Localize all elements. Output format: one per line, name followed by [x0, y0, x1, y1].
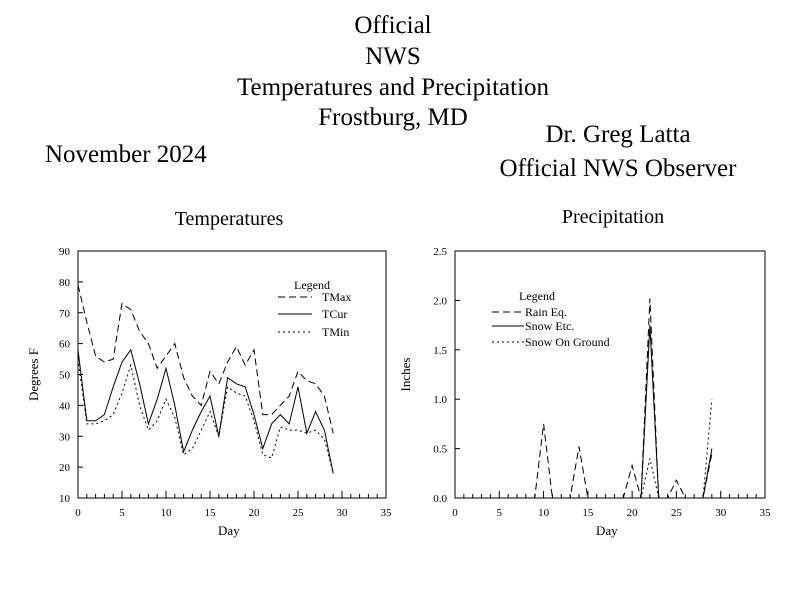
chart2-x-tick-label: 20 [627, 507, 639, 519]
chart1-legend-label: TCur [322, 307, 347, 321]
chart1-x-tick-label: 5 [119, 507, 125, 519]
chart2-x-tick-label: 35 [760, 507, 772, 519]
chart2-x-axis-label: Day [596, 523, 618, 538]
chart1-series-tmin [77, 359, 334, 474]
chart2-x-tick-label: 0 [452, 507, 458, 519]
chart1-legend-label: TMin [322, 325, 349, 339]
chart2-title: Precipitation [562, 206, 664, 228]
chart1-x-tick-label: 35 [381, 507, 393, 519]
title-line-4: Frostburg, MD [318, 104, 468, 131]
chart2-x-tick-label: 10 [538, 507, 550, 519]
chart1-title: Temperatures [175, 208, 284, 230]
chart1-series-tcur [77, 348, 334, 474]
chart2-series-rain-eq [455, 298, 713, 499]
chart2-y-tick-label: 1.0 [433, 394, 447, 406]
chart1-y-axis-label: Degrees F [26, 348, 41, 401]
chart2-y-tick-label: 0.0 [433, 493, 447, 505]
observer-role: Official NWS Observer [499, 155, 737, 182]
chart2-legend-label: Rain Eq. [525, 305, 567, 319]
chart2-y-tick-label: 2.5 [433, 246, 447, 258]
chart1-y-tick-label: 80 [59, 277, 71, 289]
chart1-y-tick-label: 20 [59, 462, 71, 474]
month-label: November 2024 [45, 141, 207, 168]
chart2-x-tick-label: 5 [497, 507, 503, 519]
chart2-y-tick-label: 0.5 [433, 444, 447, 456]
chart2-x-tick-label: 30 [715, 507, 727, 519]
title-line-1: Official [354, 12, 432, 39]
chart1-y-tick-label: 70 [59, 308, 71, 320]
chart2-plot-frame [454, 250, 766, 499]
chart1-x-tick-label: 25 [293, 507, 305, 519]
chart2-series-snow-on-ground [455, 399, 713, 499]
chart1-series-tmax [77, 284, 334, 434]
chart2-series-snow-etc [455, 325, 713, 499]
title-line-2: NWS [365, 43, 421, 70]
chart2-legend-label: Snow On Ground [525, 335, 610, 349]
chart1-x-tick-label: 0 [75, 507, 81, 519]
chart2-legend-label: Snow Etc. [525, 319, 574, 333]
chart1-x-axis-label: Day [218, 523, 240, 538]
chart1-y-tick-label: 50 [59, 370, 71, 382]
chart1-y-tick-label: 90 [59, 246, 71, 258]
chart1-x-tick-label: 10 [161, 507, 173, 519]
chart1-y-tick-label: 30 [59, 431, 71, 443]
chart2-y-tick-label: 1.5 [433, 345, 447, 357]
chart2-legend-title: Legend [519, 289, 555, 303]
chart1-x-tick-label: 20 [249, 507, 261, 519]
chart1-legend-label: TMax [322, 290, 351, 304]
chart1-x-tick-label: 15 [205, 507, 217, 519]
observer-name: Dr. Greg Latta [545, 121, 691, 148]
chart1-y-tick-label: 60 [59, 339, 71, 351]
chart1-y-tick-label: 10 [59, 493, 71, 505]
title-line-3: Temperatures and Precipitation [236, 74, 550, 101]
chart2-y-tick-label: 2.0 [433, 295, 447, 307]
chart1-legend-title: Legend [294, 278, 330, 292]
chart2-x-tick-label: 15 [582, 507, 594, 519]
chart2-x-tick-label: 25 [671, 507, 683, 519]
chart2-y-axis-label: Inches [398, 358, 413, 392]
chart1-y-tick-label: 40 [59, 400, 71, 412]
chart1-x-tick-label: 30 [337, 507, 349, 519]
chart1-plot-frame [77, 250, 387, 499]
